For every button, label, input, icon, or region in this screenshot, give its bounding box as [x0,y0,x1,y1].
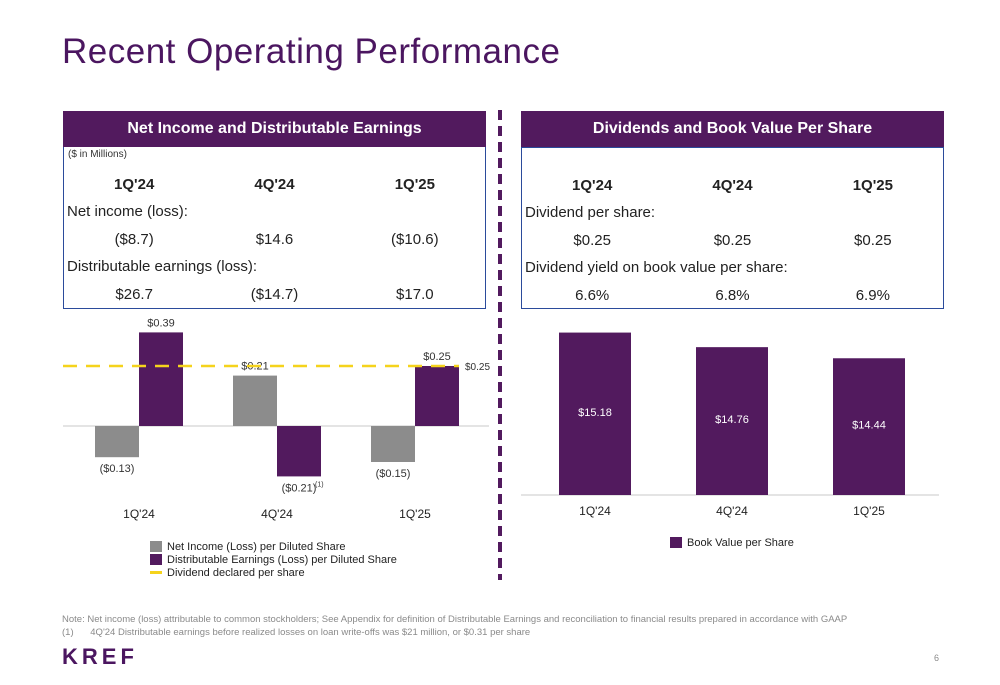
left-panel-table: ($ in Millions) 1Q'24 4Q'24 1Q'25 Net in… [63,147,486,309]
data-label-distributable-2: ($0.21) [282,482,317,494]
bar-net-income-3 [371,426,415,462]
x-tick-label-2: 4Q'24 [261,507,293,521]
left-period-1: 1Q'24 [114,176,155,193]
dividend-value-3: $0.25 [854,232,892,249]
legend-label-book-value: Book Value per Share [687,536,794,549]
bar-book-value-2 [696,347,768,495]
footnote-marker: (1) [315,481,324,488]
x-tick-label-1: 1Q'24 [123,507,155,521]
bar-book-value-1 [559,332,631,495]
data-label-distributable-3: $0.25 [423,351,451,363]
bar-distributable-1 [139,332,183,426]
legend-item-net-income: Net Income (Loss) per Diluted Share [150,540,397,553]
footnotes: Note: Net income (loss) attributable to … [62,613,847,639]
x-tick-label-right-1: 1Q'24 [579,504,611,518]
page-number: 6 [934,653,940,663]
bar-net-income-2 [233,375,277,426]
bar-book-value-3 [833,358,905,495]
x-tick-label-right-2: 4Q'24 [716,504,748,518]
net-income-label: Net income (loss): [67,203,188,220]
left-period-2: 4Q'24 [254,176,295,193]
right-chart-legend: Book Value per Share [670,536,794,549]
yield-value-1: 6.6% [575,287,610,304]
right-panel-table: 1Q'24 4Q'24 1Q'25 Dividend per share: $0… [521,147,944,309]
x-tick-label-right-3: 1Q'25 [853,504,885,518]
yield-value-3: 6.9% [855,287,890,304]
legend-item-dividend: Dividend declared per share [150,566,397,579]
panel-divider [498,110,502,580]
data-label-book-value-2: $14.76 [715,414,749,426]
bar-distributable-2 [277,426,321,477]
right-panel-header-text: Dividends and Book Value Per Share [592,120,873,137]
right-period-1: 1Q'24 [572,177,613,194]
legend-swatch-yellow-line [150,571,162,574]
x-tick-label-3: 1Q'25 [399,507,431,521]
legend-item-book-value: Book Value per Share [670,536,794,549]
de-value-1: $26.7 [115,286,153,303]
legend-item-distributable: Distributable Earnings (Loss) per Dilute… [150,553,397,566]
note-text: Note: Net income (loss) attributable to … [62,614,848,625]
footnote-text: 4Q'24 Distributable earnings before real… [90,627,531,638]
kref-logo: KREF [62,644,138,669]
dividend-value-1: $0.25 [573,232,611,249]
distributable-earnings-label: Distributable earnings (loss): [67,258,258,275]
data-label-book-value-1: $15.18 [578,407,612,419]
data-label-distributable-1: $0.39 [147,318,175,329]
net-income-value-1: ($8.7) [114,231,154,248]
footnote-number: (1) [62,627,74,638]
legend-label-distributable: Distributable Earnings (Loss) per Dilute… [167,553,397,566]
yield-label: Dividend yield on book value per share: [525,259,788,276]
book-value-chart: $15.18 1Q'24 $14.76 4Q'24 $14.44 1Q'25 [521,332,939,518]
per-share-earnings-chart: ($0.13)$0.391Q'24$0.21($0.21)4Q'24($0.15… [63,318,490,521]
bar-distributable-3 [415,366,459,426]
right-period-2: 4Q'24 [712,177,753,194]
dividend-label: Dividend per share: [525,204,656,221]
dividend-value-2: $0.25 [713,232,752,249]
legend-label-dividend: Dividend declared per share [167,566,305,579]
bar-net-income-1 [95,426,139,458]
data-label-net-income-3: ($0.15) [376,468,411,480]
units-label: ($ in Millions) [68,149,127,160]
legend-swatch-gray [150,541,162,552]
legend-swatch-book-value [670,537,682,548]
left-period-3: 1Q'25 [394,176,435,193]
yield-value-2: 6.8% [715,287,750,304]
legend-label-net-income: Net Income (Loss) per Diluted Share [167,540,346,553]
right-period-3: 1Q'25 [852,177,893,194]
de-value-3: $17.0 [396,286,434,303]
left-chart-legend: Net Income (Loss) per Diluted Share Dist… [150,540,397,579]
data-label-book-value-3: $14.44 [852,420,886,432]
de-value-2: ($14.7) [250,286,299,303]
legend-swatch-purple [150,554,162,565]
footnote-1: (1) 4Q'24 Distributable earnings before … [62,626,847,639]
data-label-net-income-1: ($0.13) [100,463,135,475]
dividend-reference-label: $0.25 [465,362,490,373]
net-income-value-3: ($10.6) [391,231,439,248]
left-panel-header-text: Net Income and Distributable Earnings [127,120,422,137]
net-income-value-2: $14.6 [255,231,294,248]
left-panel-header: Net Income and Distributable Earnings [63,111,486,147]
page-title: Recent Operating Performance [62,32,561,71]
right-panel-header: Dividends and Book Value Per Share [521,111,944,147]
